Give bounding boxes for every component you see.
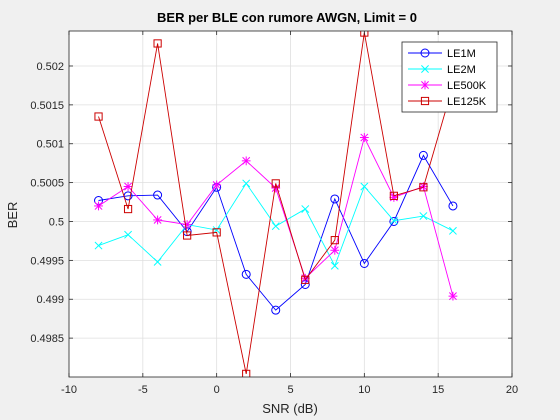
data-point-le125k: [153, 39, 162, 48]
y-tick-label: 0.501: [36, 139, 64, 151]
marker-stroke: [448, 226, 457, 235]
data-point-le2m: [389, 216, 398, 225]
y-tick-label: 0.5005: [30, 178, 64, 190]
series-le500k: [94, 133, 458, 301]
y-tick-label: 0.5: [49, 216, 64, 228]
data-point-le2m: [94, 241, 103, 250]
x-tick-label: -5: [138, 384, 148, 396]
legend-label: LE500K: [447, 80, 487, 92]
data-point-le2m: [271, 222, 280, 231]
data-point-le500k: [212, 180, 222, 190]
x-tick-label: 5: [287, 384, 293, 396]
data-point-le125k: [301, 275, 310, 284]
legend-box: [401, 41, 498, 113]
data-point-le125k: [389, 191, 398, 200]
y-tick-label: 0.5015: [30, 100, 64, 112]
legend: LE1M LE2M LE500K LE125K: [401, 41, 498, 113]
x-tick-label: -10: [61, 384, 77, 396]
series-line-le1m: [98, 154, 454, 311]
legend-marker: [420, 96, 430, 106]
marker-stroke: [301, 205, 310, 214]
x-tick-label: 0: [214, 384, 220, 396]
series-line-le125k: [98, 32, 454, 374]
legend-label: LE2M: [447, 64, 476, 76]
data-point-le1m: [271, 305, 281, 315]
legend-item-le500k: LE500K: [408, 80, 487, 92]
y-tick-label: 0.4985: [30, 333, 64, 345]
legend-label: LE1M: [447, 48, 476, 60]
marker-stroke: [242, 179, 251, 188]
data-point-le500k: [359, 133, 369, 142]
data-point-le500k: [241, 156, 251, 166]
data-point-le1m: [448, 201, 458, 211]
data-point-le1m: [359, 258, 369, 268]
marker-stroke: [421, 65, 429, 73]
data-point-le500k: [94, 201, 103, 211]
data-point-le2m: [448, 226, 457, 235]
marker-stroke: [153, 257, 162, 266]
data-point-le1m: [389, 216, 399, 226]
series-le125k: [94, 31, 458, 377]
data-point-le125k: [123, 204, 133, 214]
x-tick-label: 20: [506, 384, 518, 396]
data-point-le2m: [124, 230, 133, 239]
x-tick-label: 10: [358, 384, 370, 396]
data-point-le1m: [153, 190, 163, 200]
marker-stroke: [94, 241, 103, 250]
data-point-le125k: [330, 236, 339, 245]
legend-marker: [420, 80, 430, 90]
data-point-le500k: [153, 215, 162, 225]
axis-ticks: -10 -5 0 5 10 15 20 0.4985 0.499 0.4995 0.5 0.5005 0…: [30, 31, 518, 396]
data-point-le2m: [360, 182, 369, 191]
x-axis-label: SNR (dB): [262, 401, 318, 416]
data-point-le2m: [301, 205, 310, 214]
y-tick-label: 0.4995: [30, 255, 64, 267]
data-point-le1m: [418, 150, 428, 160]
chart-title: BER per BLE con rumore AWGN, Limit = 0: [157, 10, 417, 25]
data-point-le500k: [123, 182, 133, 191]
legend-marker: [421, 65, 429, 73]
data-point-le500k: [330, 245, 340, 255]
marker-stroke: [271, 222, 280, 231]
data-point-le2m: [330, 261, 339, 270]
marker-stroke: [419, 212, 428, 221]
data-point-le125k: [360, 31, 369, 37]
marker-stroke: [124, 230, 133, 239]
legend-item-le1m: LE1M: [408, 48, 476, 60]
data-point-le125k: [212, 228, 221, 237]
marker-stroke: [360, 182, 369, 191]
legend-marker: [420, 48, 430, 58]
marker-stroke: [330, 261, 339, 270]
legend-label: LE125K: [447, 96, 487, 108]
data-point-le500k: [182, 220, 192, 230]
y-axis-label: BER: [5, 202, 20, 229]
legend-item-le2m: LE2M: [408, 64, 476, 76]
y-tick-label: 0.499: [36, 294, 64, 306]
data-point-le125k: [419, 183, 428, 192]
x-tick-label: 15: [432, 384, 444, 396]
marker-stroke: [389, 216, 398, 225]
series-le1m: [94, 150, 458, 315]
data-point-le2m: [153, 257, 162, 266]
data-point-le500k: [448, 291, 458, 301]
data-point-le2m: [419, 212, 428, 221]
data-point-le125k: [271, 179, 280, 188]
series-layer: [94, 31, 458, 377]
legend-item-le125k: LE125K: [408, 96, 487, 108]
data-point-le125k: [183, 231, 192, 240]
data-point-le125k: [242, 369, 251, 377]
data-point-le125k: [94, 112, 103, 121]
data-point-le1m: [241, 269, 251, 279]
y-tick-label: 0.502: [36, 61, 64, 73]
data-point-le2m: [242, 179, 251, 188]
data-point-le1m: [330, 194, 340, 204]
